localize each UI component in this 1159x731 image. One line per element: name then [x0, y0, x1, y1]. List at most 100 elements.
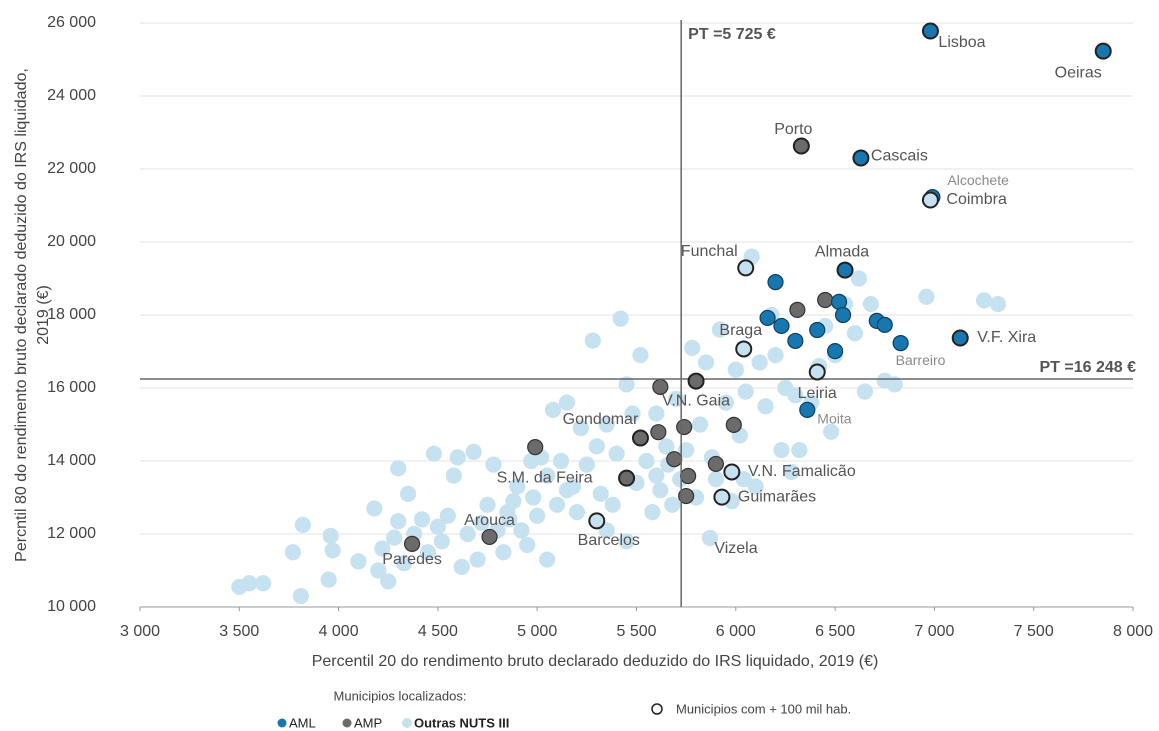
point: [396, 555, 413, 572]
point: [808, 363, 826, 381]
point-label: Almada: [815, 243, 869, 260]
point: [707, 455, 725, 473]
point: [380, 573, 397, 590]
point: [584, 332, 601, 349]
point: [650, 424, 667, 441]
point: [552, 452, 570, 470]
point: [618, 533, 635, 550]
y-tick-label: 14 000: [47, 452, 96, 469]
point: [836, 261, 854, 279]
point-label: V.N. Famalicão: [748, 463, 856, 480]
point: [618, 469, 636, 487]
point: [862, 295, 879, 313]
point: [727, 361, 744, 378]
y-tick-label: 24 000: [47, 87, 96, 104]
point: [723, 463, 741, 481]
point: [817, 291, 834, 309]
point: [1094, 42, 1112, 60]
point: [826, 343, 844, 360]
point: [390, 460, 407, 477]
point-label: Braga: [719, 322, 762, 339]
point: [366, 500, 383, 517]
point: [513, 522, 530, 539]
point: [680, 467, 697, 485]
point-label: Coimbra: [946, 191, 1007, 208]
point: [767, 347, 784, 364]
point: [481, 528, 498, 546]
point: [737, 383, 754, 400]
point: [525, 489, 542, 506]
point: [523, 452, 540, 470]
point: [403, 535, 421, 552]
point: [479, 496, 496, 513]
point: [787, 387, 804, 404]
point: [419, 544, 437, 561]
reference-label: PT =16 248 €: [1039, 359, 1136, 376]
point-label: Gondomar: [563, 411, 639, 428]
point: [735, 471, 752, 488]
y-tick-label: 16 000: [47, 379, 96, 396]
point: [717, 394, 734, 411]
point: [509, 478, 526, 495]
point: [429, 518, 446, 535]
point: [469, 551, 486, 568]
x-axis-title: Percentil 20 do rendimento bruto declara…: [312, 653, 879, 670]
point: [439, 507, 456, 524]
legend-marker: [342, 718, 352, 728]
point-label: S.M. da Feira: [497, 469, 593, 486]
point-label: Vizela: [714, 540, 757, 557]
legend-label: AMP: [354, 715, 382, 730]
point: [809, 321, 826, 339]
point: [876, 316, 893, 333]
point: [846, 325, 864, 342]
point: [918, 288, 935, 305]
point: [255, 575, 272, 592]
point: [612, 310, 629, 327]
point: [558, 394, 576, 411]
point-label: Moita: [817, 411, 851, 427]
point: [921, 191, 939, 209]
point: [473, 514, 490, 532]
point-label: Leiria: [798, 385, 837, 402]
point: [445, 467, 462, 484]
point: [791, 441, 808, 459]
point: [495, 544, 512, 561]
point: [578, 456, 595, 473]
point-label: Barreiro: [896, 352, 946, 368]
point: [324, 542, 341, 559]
point: [592, 485, 609, 502]
point: [374, 540, 391, 557]
point: [598, 416, 615, 433]
x-tick-label: 6 500: [815, 623, 855, 640]
point: [975, 292, 993, 309]
y-tick-label: 26 000: [47, 14, 96, 31]
point: [799, 401, 816, 418]
point: [792, 137, 810, 155]
point-label: Arouca: [464, 512, 515, 529]
point-label: Paredes: [382, 551, 442, 568]
point: [678, 441, 695, 459]
point: [701, 529, 719, 547]
point: [725, 416, 742, 433]
point: [652, 482, 669, 499]
point: [856, 383, 873, 400]
point-label: V.N. Gaia: [662, 392, 730, 409]
legend-title: Municipios localizados:: [334, 688, 467, 703]
x-tick-label: 8 000: [1113, 623, 1153, 640]
point: [713, 488, 731, 506]
point: [433, 533, 450, 550]
point: [501, 511, 518, 528]
point: [892, 335, 909, 352]
point: [668, 390, 685, 408]
legend-marker: [651, 703, 663, 715]
point: [241, 575, 258, 592]
point: [921, 22, 939, 40]
x-tick-label: 4 500: [418, 623, 458, 640]
x-tick-label: 3 000: [120, 623, 160, 640]
point: [697, 354, 715, 371]
point: [735, 340, 753, 358]
point-label: Alcochete: [947, 172, 1009, 188]
point: [465, 443, 482, 460]
point: [390, 513, 407, 530]
